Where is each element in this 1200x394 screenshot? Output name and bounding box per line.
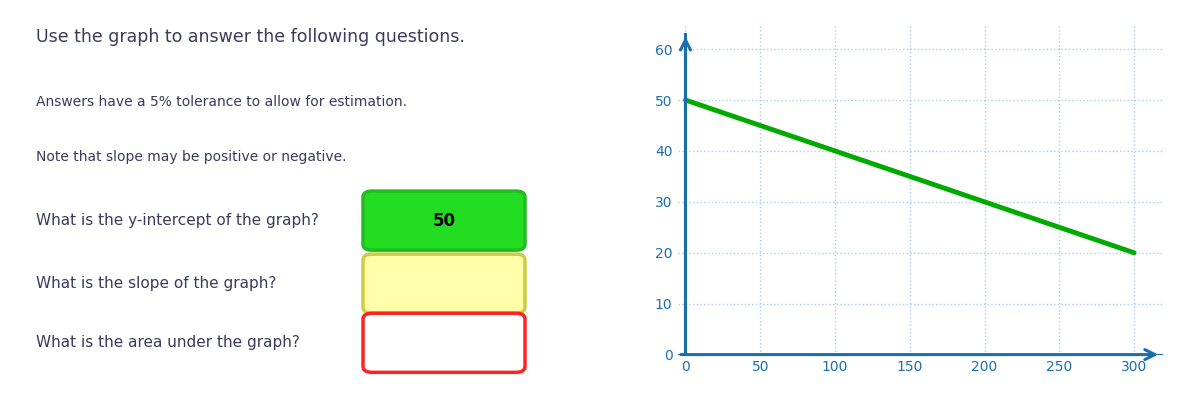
FancyBboxPatch shape bbox=[364, 254, 526, 313]
FancyBboxPatch shape bbox=[364, 313, 526, 372]
Text: Answers have a 5% tolerance to allow for estimation.: Answers have a 5% tolerance to allow for… bbox=[36, 95, 407, 109]
Text: 50: 50 bbox=[432, 212, 456, 230]
Text: What is the y-intercept of the graph?: What is the y-intercept of the graph? bbox=[36, 213, 319, 228]
Text: Use the graph to answer the following questions.: Use the graph to answer the following qu… bbox=[36, 28, 464, 46]
Text: What is the slope of the graph?: What is the slope of the graph? bbox=[36, 276, 276, 291]
FancyBboxPatch shape bbox=[364, 191, 526, 250]
Text: Note that slope may be positive or negative.: Note that slope may be positive or negat… bbox=[36, 150, 347, 164]
Text: What is the area under the graph?: What is the area under the graph? bbox=[36, 335, 300, 350]
